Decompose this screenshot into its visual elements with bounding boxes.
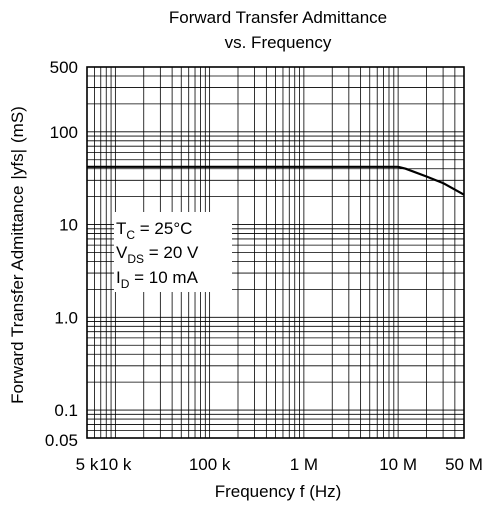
y-tick-label: 0.1 [54,401,78,420]
x-tick-label: 5 k [76,455,99,474]
tc-subscript: C [126,228,135,242]
x-tick-label: 10 k [99,455,132,474]
condition-id: ID = 10 mA [116,268,199,291]
x-tick-label: 1 M [290,455,318,474]
y-tick-label: 1.0 [54,308,78,327]
vds-value: = 20 V [144,243,199,262]
tc-symbol: T [116,219,126,238]
y-tick-label: 500 [50,58,78,77]
x-tick-label: 50 M [445,455,483,474]
vds-subscript: DS [127,252,144,266]
x-axis-label: Frequency f (Hz) [215,482,342,501]
x-tick-label: 10 M [379,455,417,474]
vds-symbol: V [116,243,128,262]
plot-frame [86,66,465,439]
series-layer [87,165,465,196]
chart-title-line-2: vs. Frequency [225,33,332,52]
y-axis-label-main: Forward Transfer Admittance [8,186,27,404]
condition-tc: TC = 25°C [116,219,192,242]
y-axis-label: Forward Transfer Admittance |yfs| (mS) [8,106,27,404]
conditions-annotation: TC = 25°C VDS = 20 V ID = 10 mA [116,219,199,291]
y-tick-label: 10 [59,216,78,235]
x-tick-label: 100 k [189,455,231,474]
y-tick-label: 100 [50,123,78,142]
id-subscript: D [121,277,130,291]
conditions-box [114,212,232,292]
y-axis-label-symbol: |yfs| [8,149,27,180]
id-symbol: I [116,268,121,287]
tick-labels: 5 k 10 k 100 k 1 M 10 M 50 M 0.05 0.1 1.0 10 100 50… [45,58,483,474]
condition-vds: VDS = 20 V [116,243,199,266]
id-value: = 10 mA [129,268,198,287]
tc-value: = 25°C [135,219,192,238]
y-tick-label: 0.05 [45,431,78,450]
y-axis-label-unit: (mS) [8,106,27,143]
admittance-curve [87,165,465,196]
chart-title-line-1: Forward Transfer Admittance [169,8,387,27]
